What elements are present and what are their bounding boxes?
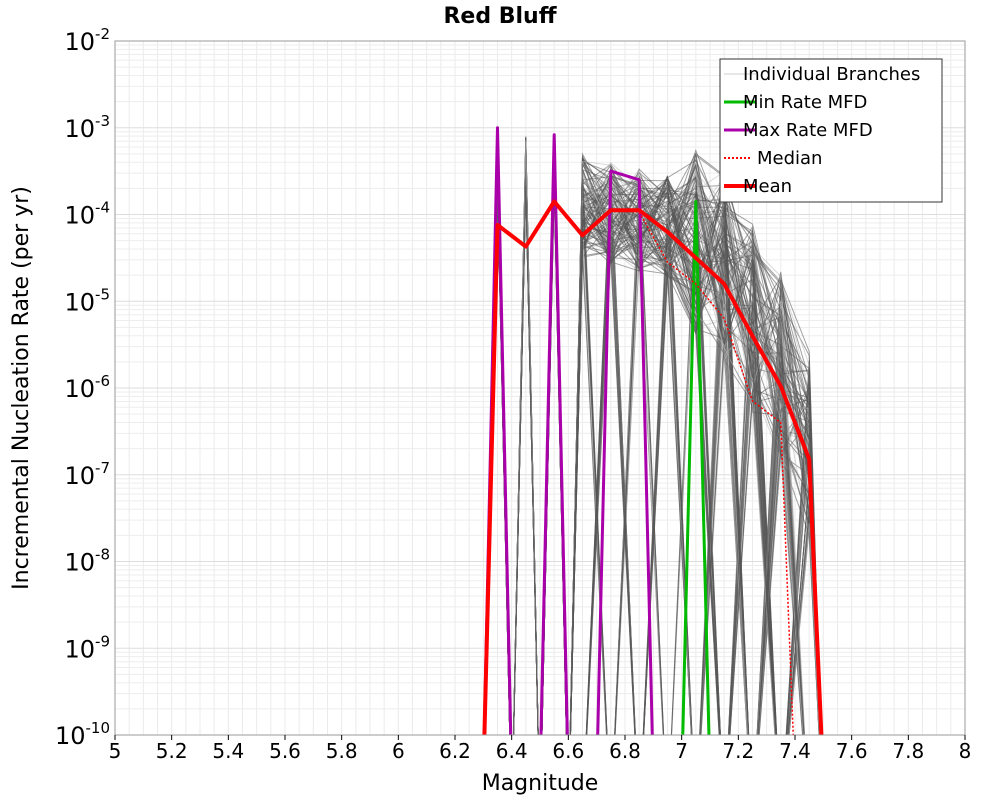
legend-label: Median bbox=[757, 148, 822, 169]
series-mean bbox=[482, 199, 824, 735]
branch-line bbox=[484, 161, 749, 735]
y-tick-label: 10-3 bbox=[64, 112, 110, 143]
y-tick-label: 10-6 bbox=[64, 372, 110, 403]
legend-label: Individual Branches bbox=[743, 64, 920, 85]
series-group bbox=[482, 126, 824, 735]
legend-label: Min Rate MFD bbox=[743, 92, 867, 113]
series-min-rate-mfd bbox=[681, 200, 711, 735]
chart-title: Red Bluff bbox=[443, 4, 557, 29]
y-tick-label: 10-4 bbox=[64, 199, 110, 230]
y-tick-label: 10-2 bbox=[64, 25, 110, 56]
grid bbox=[114, 41, 966, 736]
x-tick-label: 6 bbox=[392, 739, 405, 763]
legend-label: Mean bbox=[743, 176, 792, 197]
branch-line bbox=[484, 164, 821, 735]
x-tick-label: 5 bbox=[109, 739, 122, 763]
x-tick-label: 8 bbox=[959, 739, 972, 763]
x-tick-label: 7 bbox=[675, 739, 688, 763]
x-ticks: 5 5.2 5.4 5.6 5.8 6 6.2 6.4 6.6 6.8 7 7.2 7.4 7.6 7.8 8 bbox=[109, 735, 972, 763]
x-tick-label: 5.2 bbox=[156, 739, 188, 763]
x-tick-label: 5.6 bbox=[269, 739, 301, 763]
x-tick-label: 7.6 bbox=[836, 739, 868, 763]
y-tick-label: 10-8 bbox=[64, 546, 110, 577]
x-tick-label: 7.8 bbox=[892, 739, 924, 763]
branch-line bbox=[513, 165, 822, 735]
legend-box bbox=[719, 58, 943, 203]
x-tick-label: 6.4 bbox=[496, 739, 528, 763]
y-tick-label: 10-7 bbox=[64, 459, 110, 490]
series-max-rate-mfd bbox=[482, 126, 654, 735]
x-tick-label: 5.8 bbox=[326, 739, 358, 763]
legend: Individual Branches Min Rate MFD Max Rate … bbox=[719, 58, 943, 203]
branch-line bbox=[484, 151, 805, 735]
x-tick-label: 7.2 bbox=[722, 739, 754, 763]
y-tick-label: 10-5 bbox=[64, 285, 110, 316]
y-tick-label: 10-10 bbox=[55, 719, 110, 750]
x-tick-label: 7.4 bbox=[779, 739, 811, 763]
branch-line bbox=[541, 148, 821, 735]
y-ticks: 10-2 10-3 10-4 10-5 10-6 10-7 10-8 10-9 10-10 bbox=[55, 25, 110, 750]
x-axis-label: Magnitude bbox=[482, 771, 599, 796]
y-tick-label: 10-9 bbox=[64, 632, 110, 663]
y-axis-label: Incremental Nucleation Rate (per yr) bbox=[9, 186, 34, 590]
plot-frame bbox=[114, 40, 966, 736]
x-tick-label: 6.6 bbox=[552, 739, 584, 763]
legend-label: Max Rate MFD bbox=[743, 120, 873, 141]
x-tick-label: 5.4 bbox=[212, 739, 244, 763]
x-tick-label: 6.2 bbox=[439, 739, 471, 763]
x-tick-label: 6.8 bbox=[609, 739, 641, 763]
